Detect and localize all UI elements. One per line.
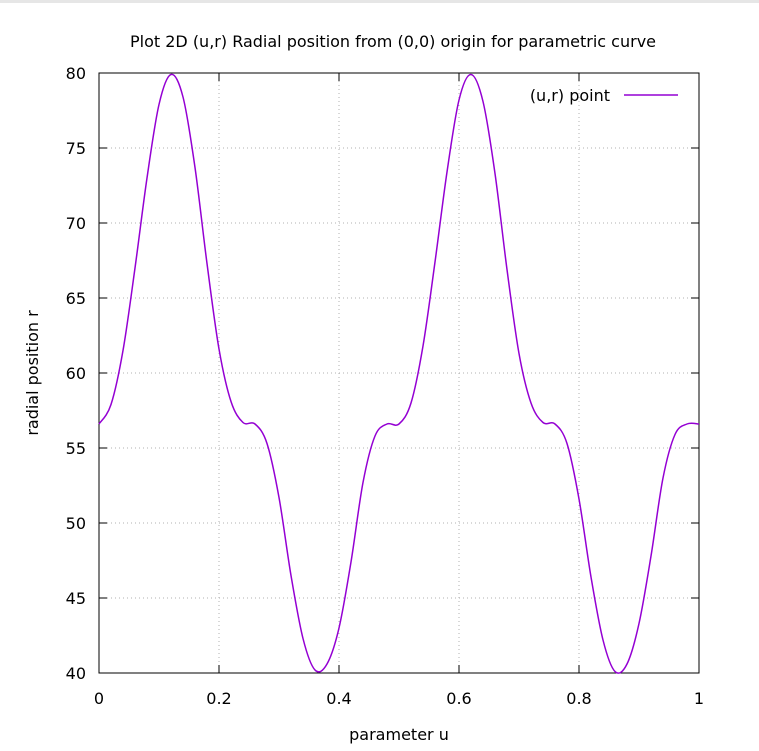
x-tick-label: 0: [94, 689, 104, 708]
x-axis-label: parameter u: [349, 725, 449, 744]
y-tick-label: 60: [66, 364, 86, 383]
window-top-border: [0, 0, 759, 3]
y-tick-label: 50: [66, 514, 86, 533]
series-layer: [98, 73, 700, 674]
x-tick-label: 0.4: [326, 689, 351, 708]
y-tick-label: 65: [66, 289, 86, 308]
y-tick-label: 55: [66, 439, 86, 458]
legend: (u,r) point: [530, 86, 678, 105]
tick-labels: 0 0.2 0.4 0.6 0.8 1 40 45 50 55 60 65 70 75 80: [66, 64, 704, 708]
x-tick-label: 0.6: [446, 689, 471, 708]
x-tick-label: 0.2: [206, 689, 231, 708]
legend-label: (u,r) point: [530, 86, 610, 105]
series-line-0: [98, 73, 700, 674]
y-tick-label: 80: [66, 64, 86, 83]
x-tick-label: 0.8: [566, 689, 591, 708]
y-tick-label: 70: [66, 214, 86, 233]
chart-title: Plot 2D (u,r) Radial position from (0,0)…: [130, 32, 656, 51]
x-tick-label: 1: [694, 689, 704, 708]
y-tick-label: 45: [66, 589, 86, 608]
plot-frame: [98, 72, 700, 674]
grid-lines: [99, 73, 699, 673]
y-axis-label: radial position r: [23, 310, 42, 436]
y-tick-label: 40: [66, 664, 86, 683]
y-tick-label: 75: [66, 139, 86, 158]
